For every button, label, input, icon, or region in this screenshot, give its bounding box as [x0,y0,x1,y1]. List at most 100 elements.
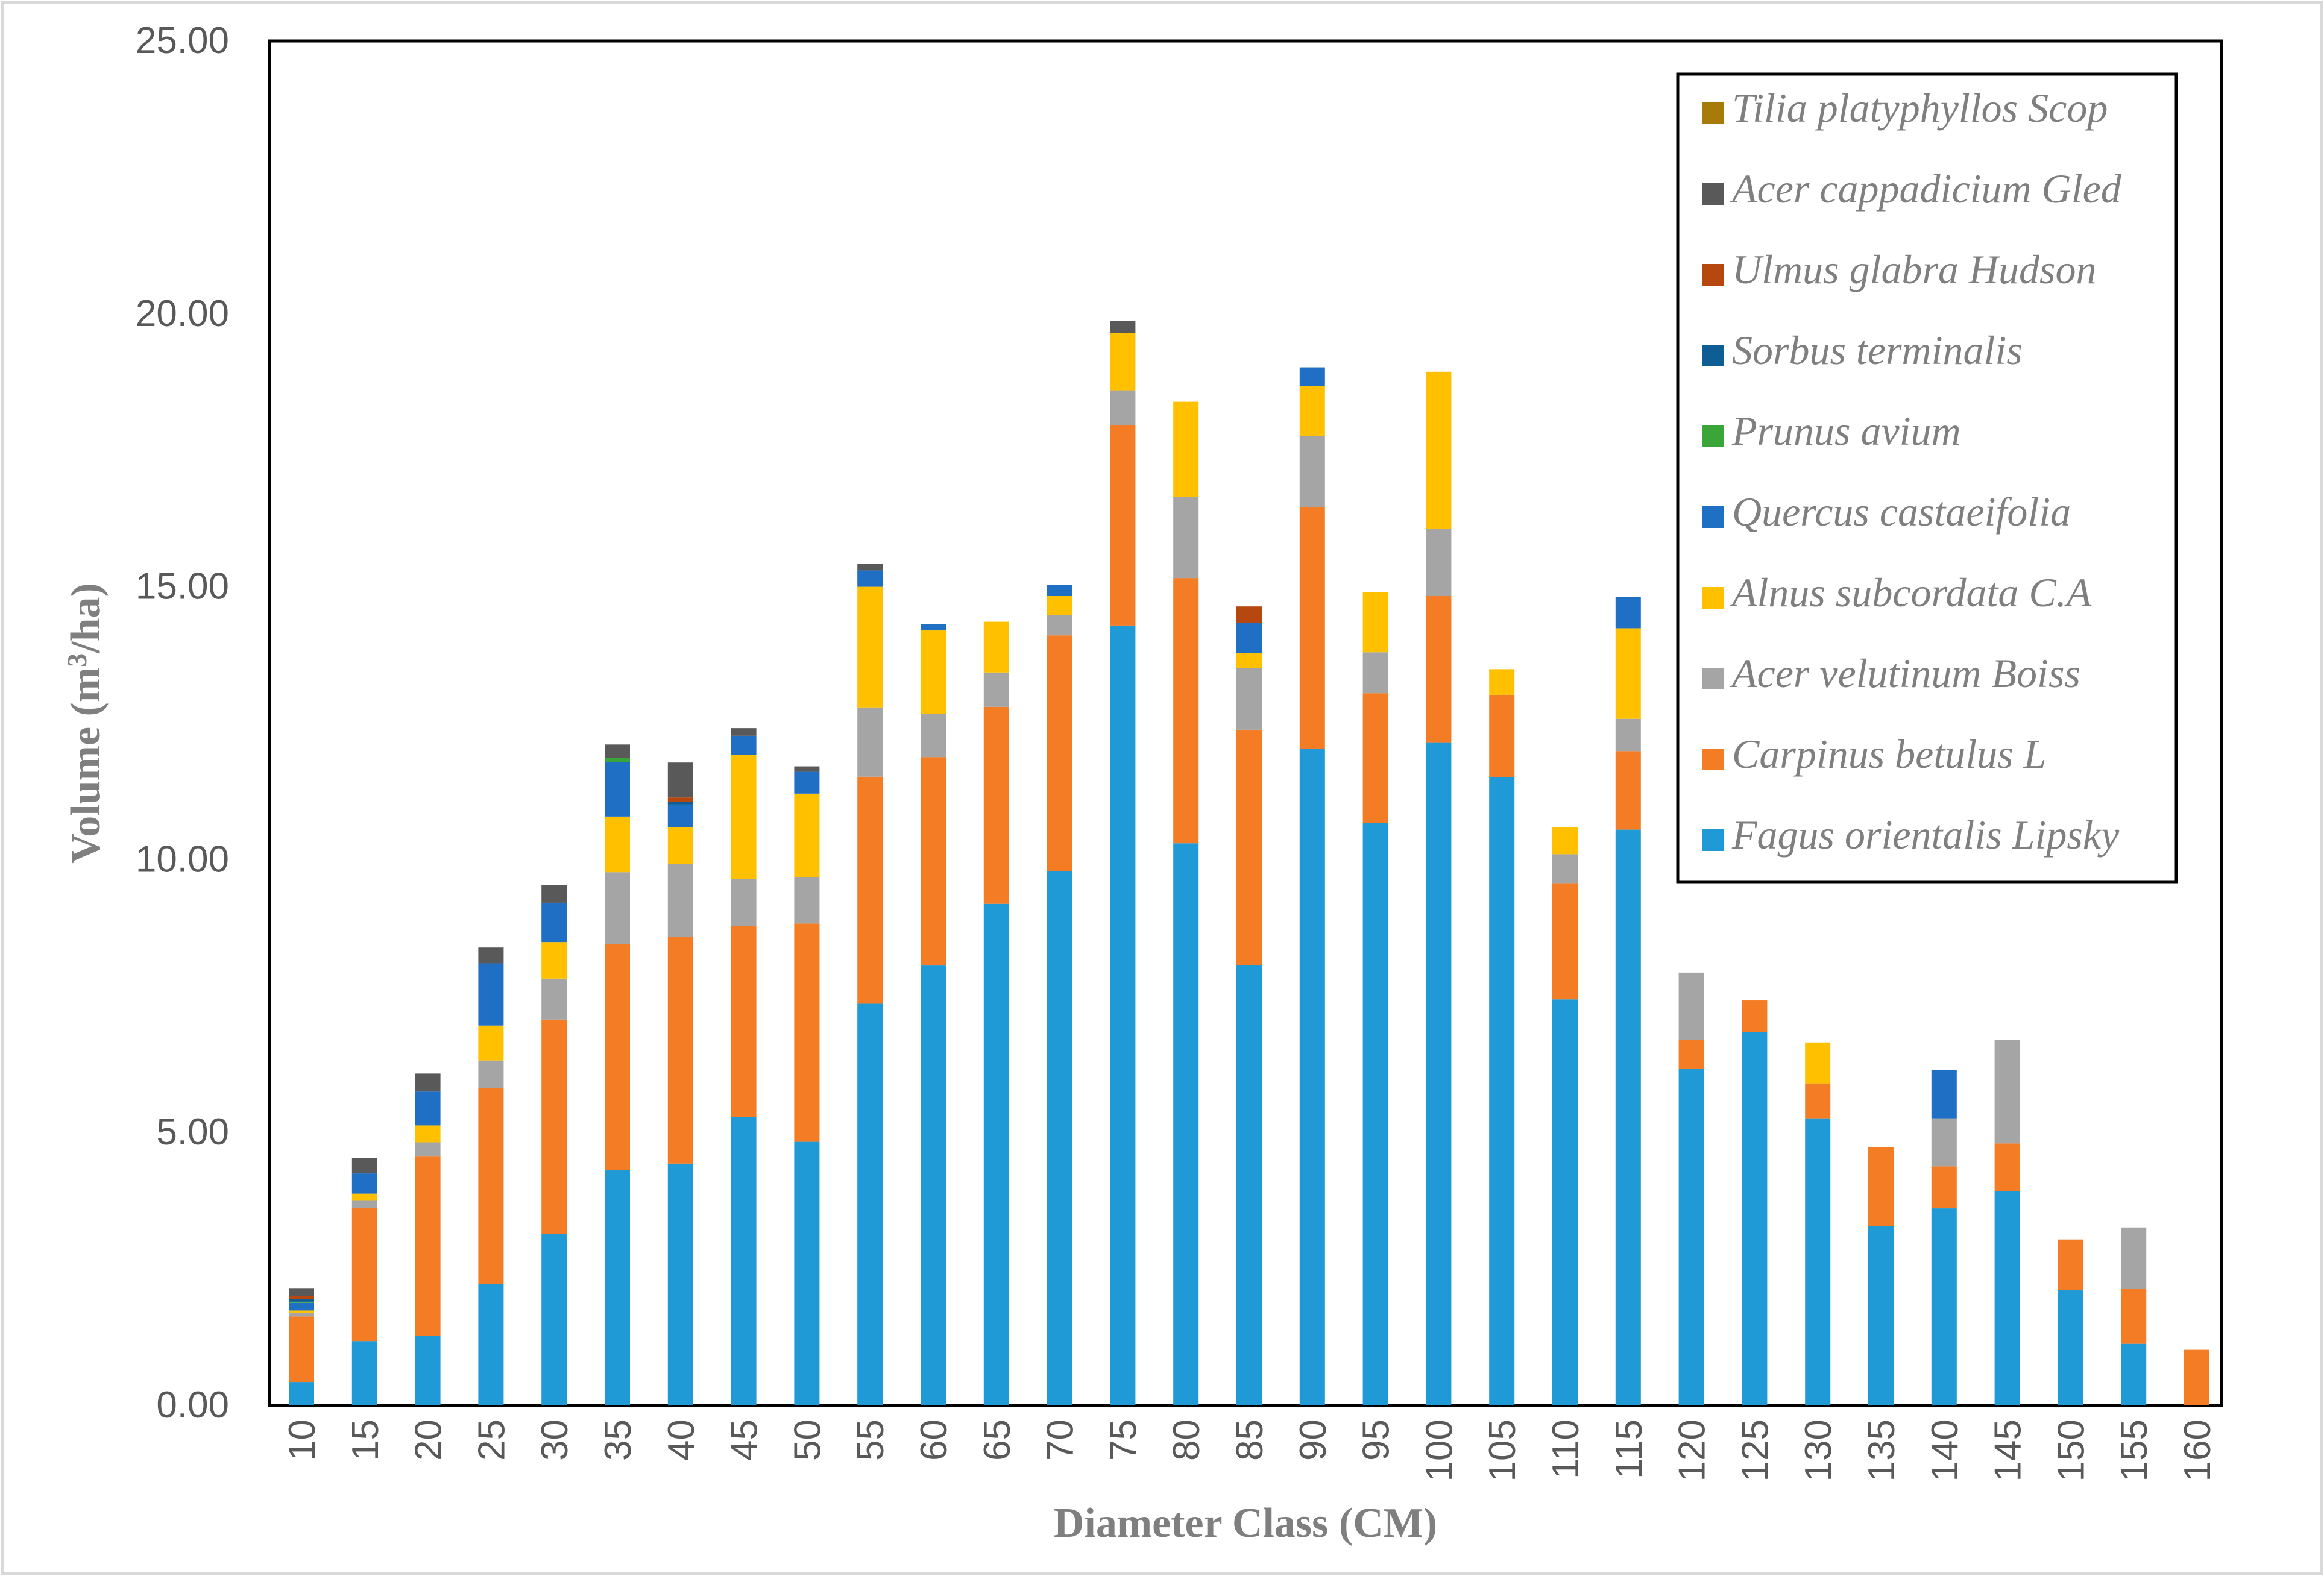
y-axis-title: Volume (m3/ha) [61,583,109,864]
bar-segment [1994,1040,2020,1144]
legend-swatch [1702,506,1724,528]
bar-segment [1047,585,1072,596]
y-axis-title-sup: 3 [61,653,92,667]
bar-segment [731,926,757,1117]
x-tick-label: 15 [345,1419,386,1461]
bar-segment [857,564,883,571]
x-tick-label: 155 [2114,1419,2155,1481]
x-tick-label: 40 [661,1419,702,1461]
bar-segment [605,816,630,873]
bar-segment [667,1163,693,1405]
bar-segment [983,672,1009,707]
y-tick-label: 15.00 [136,566,229,607]
x-tick-label: 45 [724,1419,766,1461]
x-tick-label: 135 [1861,1419,1903,1481]
legend-swatch [1702,102,1724,124]
bar-segment [921,630,946,714]
bar-segment [1805,1083,1831,1119]
bar-segment [351,1341,377,1405]
x-tick-label: 150 [2050,1419,2092,1481]
bar-segment [1173,578,1199,844]
bar-segment [415,1125,441,1143]
bar-segment [857,586,883,708]
bar-segment [2121,1227,2147,1289]
bar-segment [1173,401,1199,497]
bar-segment [1173,843,1199,1405]
y-axis-title-prefix: Volume (m [63,667,109,864]
bar-segment [731,879,757,926]
bar-segment [921,714,946,758]
bar-segment [1931,1208,1957,1405]
bar-segment [731,755,757,879]
bar-segment [1236,623,1262,653]
legend-box [1676,72,2178,884]
bar-segment [1615,751,1641,830]
y-tick-label: 20.00 [136,293,229,334]
x-tick-label: 75 [1103,1419,1144,1461]
bar-segment [541,902,567,943]
bar-segment [794,877,820,924]
legend-swatch [1702,749,1724,770]
bar-segment [731,735,757,755]
legend-label: Quercus castaeifolia [1732,489,2071,535]
x-tick-label: 85 [1229,1419,1271,1461]
bar-segment [2121,1343,2147,1405]
bar-segment [2058,1239,2083,1290]
y-axis-ticks: 0.00 5.00 10.00 15.00 20.00 25.00 [136,20,229,1426]
bar-segment [605,944,630,1170]
bar-segment [1110,333,1136,391]
bar-segment [541,885,567,903]
bar-segment [983,621,1009,673]
x-tick-label: 115 [1608,1419,1650,1479]
bar-segment [478,1025,504,1061]
legend-label: Ulmus glabra Hudson [1732,246,2097,292]
bar-segment [731,728,757,736]
bar-segment [1110,425,1136,626]
bar-segment [289,1301,314,1303]
bar-segment [289,1382,314,1405]
x-tick-label: 20 [408,1419,450,1461]
x-tick-label: 35 [597,1419,639,1461]
bar-segment [1552,827,1578,855]
legend-label: Tilia platyphyllos Scop [1732,85,2108,131]
bar-segment [289,1302,314,1311]
y-tick-label: 25.00 [136,20,229,61]
bar-segment [1426,595,1452,743]
bar-segment [289,1313,314,1317]
bar-segment [605,758,630,762]
bar-segment [1299,749,1325,1405]
bar-segment [1615,597,1641,629]
bar-segment [1362,592,1388,653]
bar-segment [1362,693,1388,823]
y-tick-label: 5.00 [156,1111,229,1153]
x-tick-label: 95 [1356,1419,1397,1461]
bar-segment [1489,777,1515,1405]
bar-segment [1552,883,1578,1000]
bar-segment [351,1193,377,1201]
bar-segment [289,1316,314,1383]
bar-segment [541,1234,567,1405]
bar-segment [1426,529,1452,596]
bar-segment [1615,829,1641,1405]
legend-label: Acer velutinum Boiss [1730,650,2080,696]
bars-layer [289,321,2209,1405]
bar-segment [857,1003,883,1405]
bar-segment [415,1142,441,1157]
bar-segment [1110,390,1136,425]
x-tick-label: 55 [850,1419,892,1461]
bar-segment [983,903,1009,1405]
bar-segment [667,802,693,805]
bar-segment [1110,321,1136,333]
bar-segment [1931,1070,1957,1119]
bar-segment [794,793,820,877]
bar-segment [2121,1289,2147,1344]
x-tick-label: 125 [1734,1419,1776,1481]
bar-segment [921,965,946,1405]
bar-segment [1299,436,1325,507]
legend-label: Alnus subcordata C.A [1730,570,2092,615]
bar-segment [289,1288,314,1296]
bar-segment [1426,742,1452,1405]
x-axis-ticks: 10 15 20 25 30 35 40 45 50 55 60 65 70 75 80 85 90 95 100 1… [282,1419,2219,1481]
bar-segment [2058,1290,2083,1405]
legend-label: Fagus orientalis Lipsky [1731,812,2120,858]
